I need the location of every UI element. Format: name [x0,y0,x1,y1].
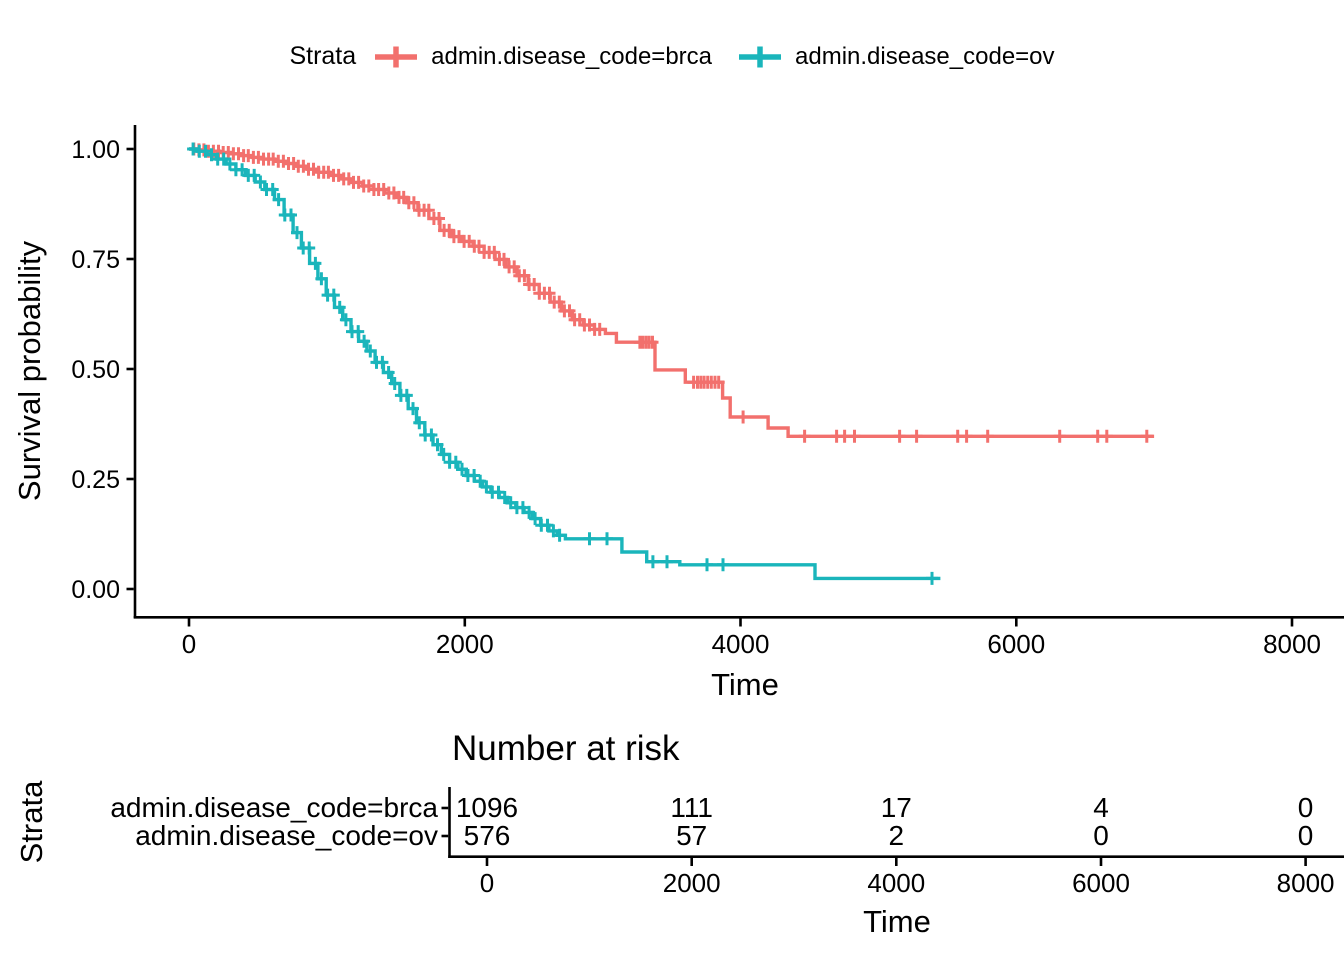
risk-count: 0 [1298,820,1314,851]
x-tick-label: 2000 [436,629,494,659]
y-axis-title: Survival probability [12,240,47,501]
risk-x-tick-label: 2000 [663,868,721,898]
risk-count: 0 [1298,792,1314,823]
x-tick-label: 4000 [712,629,770,659]
survival-curves-layer [187,142,1155,585]
risk-count: 4 [1093,792,1109,823]
risk-x-tick-label: 0 [480,868,494,898]
legend-label-ov: admin.disease_code=ov [795,42,1055,70]
risk-x-tick-label: 4000 [867,868,925,898]
x-axis-title: Time [711,667,779,702]
risk-x-tick-label: 6000 [1072,868,1130,898]
risk-count: 57 [676,820,707,851]
plus-line-icon [739,46,782,67]
risk-table-strata-label: Strata [14,780,49,863]
legend-item-brca: admin.disease_code=brca [374,43,712,71]
x-tick-label: 8000 [1263,629,1321,659]
risk-x-tick-label: 8000 [1277,868,1335,898]
censor-marks-ov [187,142,938,585]
risk-x-axis-title: Time [863,904,931,939]
y-tick-label: 0.00 [71,576,120,604]
risk-row-label-brca: admin.disease_code=brca [110,792,438,823]
risk-row-label-ov: admin.disease_code=ov [135,820,438,851]
risk-count: 2 [889,820,905,851]
legend-item-ov: admin.disease_code=ov [738,43,1055,71]
risk-count: 576 [464,820,511,851]
y-tick-label: 0.25 [71,466,120,494]
y-tick-label: 0.50 [71,356,120,384]
risk-count: 0 [1093,820,1109,851]
plus-line-icon [375,46,418,67]
legend-label-brca: admin.disease_code=brca [431,42,713,70]
legend: Strata admin.disease_code=brca admin.dis… [0,42,1344,71]
y-tick-label: 1.00 [71,136,120,164]
risk-table-title: Number at risk [452,729,680,768]
risk-count: 111 [670,792,713,823]
risk-count: 17 [881,792,912,823]
survival-curve-ov [189,147,941,581]
x-tick-label: 0 [182,629,196,659]
x-tick-label: 6000 [987,629,1045,659]
risk-count: 1096 [456,792,518,823]
number-at-risk-table: Number at risk Strata admin.disease_code… [14,729,1344,939]
legend-title: Strata [289,42,357,70]
survival-plot: 1.00 0.75 0.50 0.25 0.00 0 2000 4000 600… [12,125,1344,702]
y-tick-label: 0.75 [71,246,120,274]
